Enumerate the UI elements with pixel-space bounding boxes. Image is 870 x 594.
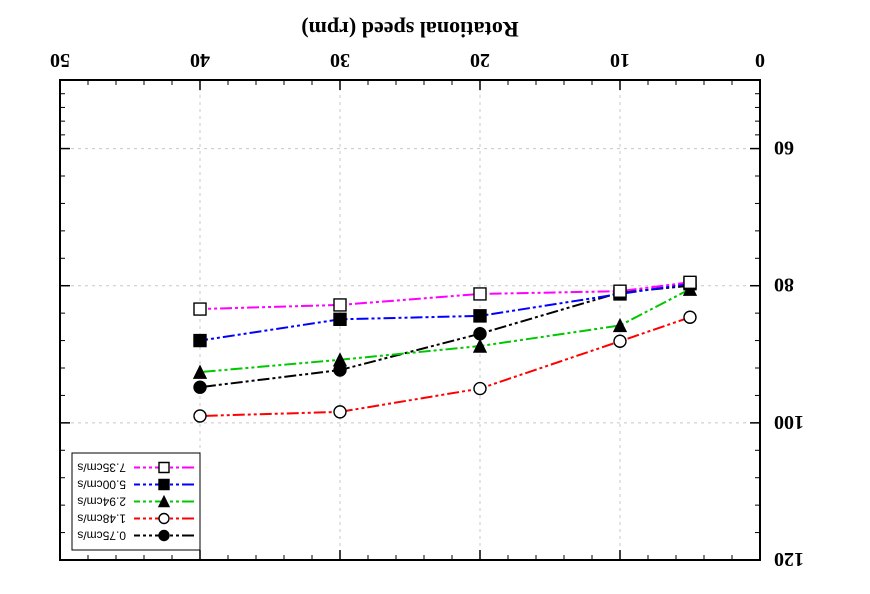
series-marker <box>474 383 486 395</box>
legend-label: 2.94cm/s <box>77 495 126 509</box>
chart-container: 0 10 20 30 40 50 60 80 100 120 Rotational speed (r… <box>0 0 870 594</box>
series-marker <box>194 410 206 422</box>
y-tick-label: 80 <box>774 274 794 296</box>
series-marker <box>194 381 206 393</box>
series-marker <box>474 288 486 300</box>
legend-label: 1.48cm/s <box>77 512 126 526</box>
x-tick-label: 10 <box>610 49 630 71</box>
series-marker <box>474 310 486 322</box>
x-tick-label: 50 <box>50 49 70 71</box>
series-marker <box>334 313 346 325</box>
legend: 0.75cm/s 1.48cm/s 2.94cm/s 5.00cm/s 7.35cm/s <box>72 453 200 550</box>
y-tick-label: 60 <box>774 137 794 159</box>
legend-label: 5.00cm/s <box>77 478 126 492</box>
series-marker <box>614 335 626 347</box>
x-axis-label: Rotational speed (rpm) <box>301 17 519 42</box>
series-marker <box>334 406 346 418</box>
x-tick-label: 40 <box>190 49 210 71</box>
series-marker <box>334 299 346 311</box>
y-tick-label: 100 <box>774 411 804 433</box>
legend-label: 0.75cm/s <box>77 529 126 543</box>
x-tick-label: 30 <box>330 49 350 71</box>
series-marker <box>614 285 626 297</box>
series-marker <box>194 303 206 315</box>
legend-label: 7.35cm/s <box>77 461 126 475</box>
x-tick-label: 0 <box>755 49 765 71</box>
series-marker <box>194 335 206 347</box>
x-tick-label: 20 <box>470 49 490 71</box>
line-chart: 0 10 20 30 40 50 60 80 100 120 Rotational speed (r… <box>0 0 870 594</box>
series-marker <box>684 311 696 323</box>
series-marker <box>474 328 486 340</box>
series-marker <box>684 276 696 288</box>
y-tick-label: 120 <box>774 548 804 570</box>
